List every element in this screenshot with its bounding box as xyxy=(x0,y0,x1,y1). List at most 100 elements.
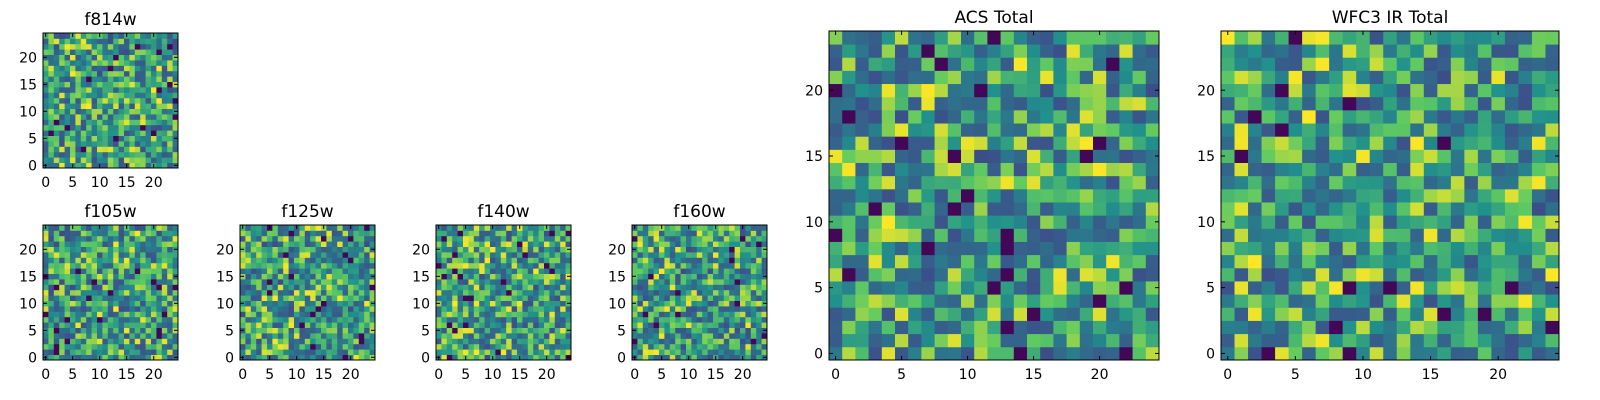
heatmap-cell xyxy=(495,257,502,264)
heatmap-cell xyxy=(441,246,448,253)
heatmap-cell xyxy=(921,123,935,137)
heatmap-cell xyxy=(256,273,262,280)
heatmap-cell xyxy=(102,322,109,328)
heatmap-cell xyxy=(53,235,60,242)
heatmap-cell xyxy=(161,257,168,264)
heatmap-cell xyxy=(740,289,746,296)
heatmap-cell xyxy=(129,60,136,66)
heatmap-cell xyxy=(1248,254,1262,269)
heatmap-cell xyxy=(75,119,82,126)
heatmap-cell xyxy=(172,130,179,136)
heatmap-cell xyxy=(436,338,442,345)
heatmap-cell xyxy=(256,311,262,318)
heatmap-cell xyxy=(167,246,173,253)
heatmap-cell xyxy=(1315,57,1330,71)
heatmap-cell xyxy=(283,241,289,247)
heatmap-cell xyxy=(245,306,252,312)
heatmap-cell xyxy=(86,225,92,231)
heatmap-cell xyxy=(1491,162,1506,177)
heatmap-cell xyxy=(134,322,141,328)
heatmap-cell xyxy=(1450,320,1465,335)
heatmap-cell xyxy=(921,57,935,71)
heatmap-cell xyxy=(1504,320,1519,335)
heatmap-cell xyxy=(1040,294,1054,308)
heatmap-cell xyxy=(1288,149,1303,163)
heatmap-cell xyxy=(348,300,354,307)
heatmap-cell xyxy=(261,295,268,301)
heatmap-cell xyxy=(140,108,146,115)
heatmap-cell xyxy=(240,262,246,269)
heatmap-cell xyxy=(75,103,82,109)
heatmap-cell xyxy=(310,241,316,247)
heatmap-cell xyxy=(1079,333,1094,348)
heatmap-cell xyxy=(43,295,49,301)
heatmap-cell xyxy=(934,228,949,242)
heatmap-cell xyxy=(1302,44,1317,58)
heatmap-cell xyxy=(315,333,322,339)
heatmap-cell xyxy=(167,54,173,61)
heatmap-cell xyxy=(145,333,152,339)
heatmap-cell xyxy=(1504,294,1519,308)
heatmap-cell xyxy=(342,246,349,253)
heatmap-cell xyxy=(102,130,109,136)
heatmap-cell xyxy=(457,252,464,258)
heatmap-cell xyxy=(299,343,306,350)
heatmap-cell xyxy=(75,289,82,296)
heatmap-cell xyxy=(829,175,843,190)
heatmap-cell xyxy=(97,235,103,242)
heatmap-cell xyxy=(506,230,512,237)
heatmap-cell xyxy=(161,246,168,253)
heatmap-cell xyxy=(1369,83,1384,98)
heatmap-cell xyxy=(659,230,665,237)
heatmap-cell xyxy=(1329,123,1344,137)
heatmap-cell xyxy=(256,354,262,361)
heatmap-cell xyxy=(659,311,665,318)
heatmap-cell xyxy=(1491,294,1506,308)
heatmap-cell xyxy=(75,252,82,258)
heatmap-cell xyxy=(1369,241,1384,256)
heatmap-cell xyxy=(1132,57,1147,71)
heatmap-cell xyxy=(549,262,556,269)
heatmap-cell xyxy=(151,87,157,93)
heatmap-cell xyxy=(669,338,676,345)
heatmap-cell xyxy=(304,284,311,291)
heatmap-cell xyxy=(337,322,343,328)
x-tick-label: 0 xyxy=(831,367,840,383)
heatmap-cell xyxy=(506,295,512,301)
heatmap-cell xyxy=(855,162,869,177)
heatmap-cell xyxy=(1093,188,1107,203)
heatmap-cell xyxy=(59,241,65,247)
heatmap-cell xyxy=(102,316,109,323)
heatmap-cell xyxy=(326,257,333,264)
heatmap-cell xyxy=(134,49,141,55)
heatmap-cell xyxy=(506,279,512,285)
heatmap-cell xyxy=(70,135,76,142)
heatmap-cell xyxy=(48,92,55,99)
heatmap-cell xyxy=(648,235,654,242)
heatmap-cell xyxy=(107,322,114,328)
heatmap-cell xyxy=(134,349,141,355)
heatmap-cell xyxy=(490,246,496,253)
heatmap-cell xyxy=(517,295,523,301)
heatmap-cell xyxy=(1464,149,1479,163)
heatmap-cell xyxy=(468,316,475,323)
heatmap-cell xyxy=(1491,215,1506,229)
heatmap-cell xyxy=(156,354,163,361)
heatmap-cell xyxy=(538,262,545,269)
heatmap-cell xyxy=(881,44,896,58)
heatmap-cell xyxy=(934,162,949,177)
heatmap-cell xyxy=(1040,123,1054,137)
heatmap-cell xyxy=(140,119,146,126)
heatmap-cell xyxy=(53,38,60,45)
heatmap-cell xyxy=(680,300,687,307)
heatmap-cell xyxy=(1040,188,1054,203)
heatmap-cell xyxy=(256,338,262,345)
heatmap-cell xyxy=(522,300,529,307)
heatmap-cell xyxy=(113,333,119,339)
heatmap-cell xyxy=(723,252,730,258)
heatmap-cell xyxy=(156,246,163,253)
heatmap-cell xyxy=(1106,267,1120,282)
heatmap-cell xyxy=(1106,294,1120,308)
heatmap-cell xyxy=(80,289,87,296)
heatmap-cell xyxy=(140,322,146,328)
